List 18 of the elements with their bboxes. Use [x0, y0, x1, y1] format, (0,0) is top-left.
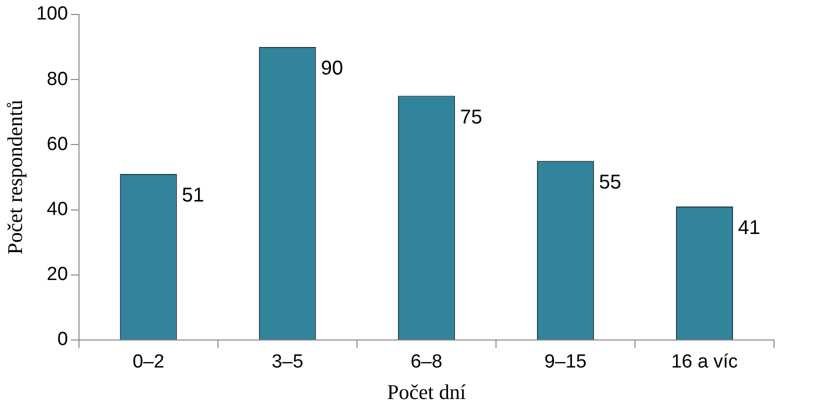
y-axis-title: Počet respondentů: [3, 99, 28, 254]
data-label: 55: [598, 171, 622, 194]
data-label: 75: [460, 106, 482, 128]
y-tick-label: 20: [46, 264, 68, 286]
x-tick-label: 0–2: [132, 352, 164, 373]
y-tick-label: 100: [36, 4, 68, 25]
x-axis-title: Počet dní: [387, 380, 466, 404]
y-tick-label: 40: [46, 198, 68, 220]
y-tick-label: 80: [46, 68, 68, 90]
x-tick-label: 16 a víc: [671, 352, 738, 373]
data-label: 41: [738, 217, 760, 240]
y-tick-label: 0: [57, 329, 68, 350]
x-tick-label: 6–8: [410, 352, 442, 373]
x-tick-label: 9–15: [544, 352, 587, 373]
data-label: 51: [182, 184, 204, 206]
y-tick-label: 60: [46, 134, 68, 155]
data-label: 90: [320, 57, 344, 80]
x-tick-label: 3–5: [272, 352, 304, 373]
